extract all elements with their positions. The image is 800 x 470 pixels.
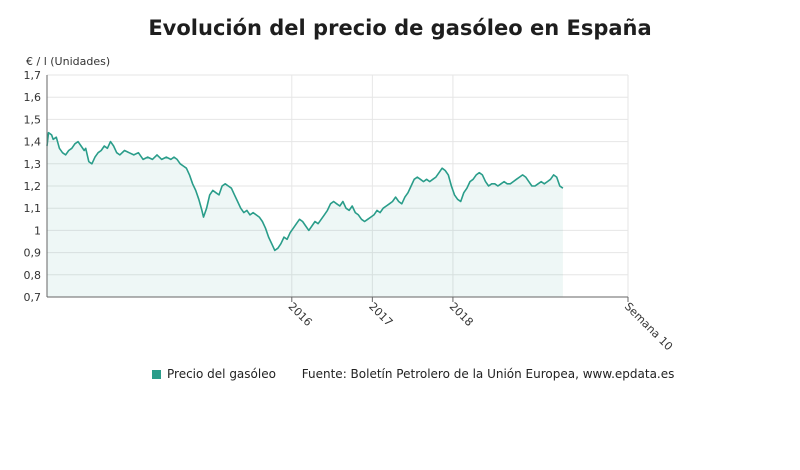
y-tick-label: 1,4 (24, 136, 42, 149)
legend: Precio del gasóleo Fuente: Boletín Petro… (152, 367, 674, 381)
series-area (47, 132, 563, 297)
y-tick-label: 1,6 (24, 91, 42, 104)
x-tick-label: 2017 (366, 300, 395, 329)
y-tick-label: 1,7 (24, 69, 42, 82)
y-axis-label: € / l (Unidades) (26, 55, 111, 68)
y-tick-label: 0,9 (24, 247, 42, 260)
y-tick-label: 1,3 (24, 158, 42, 171)
series-line (46, 131, 564, 252)
y-tick-label: 0,7 (24, 291, 42, 304)
legend-swatch (152, 370, 161, 379)
y-tick-label: 1,1 (24, 202, 42, 215)
y-tick-label: 0,8 (24, 269, 42, 282)
y-tick-label: 1,5 (24, 113, 42, 126)
legend-series-label: Precio del gasóleo (167, 367, 276, 381)
y-tick-label: 1,2 (24, 180, 42, 193)
x-tick-label: 2018 (447, 300, 476, 329)
chart-title: Evolución del precio de gasóleo en Españ… (148, 16, 652, 40)
x-tick-label: 2016 (286, 300, 315, 329)
x-tick-label: Semana 10 (622, 300, 675, 353)
y-tick-label: 1 (34, 224, 41, 237)
source-note: Fuente: Boletín Petrolero de la Unión Eu… (301, 367, 675, 381)
